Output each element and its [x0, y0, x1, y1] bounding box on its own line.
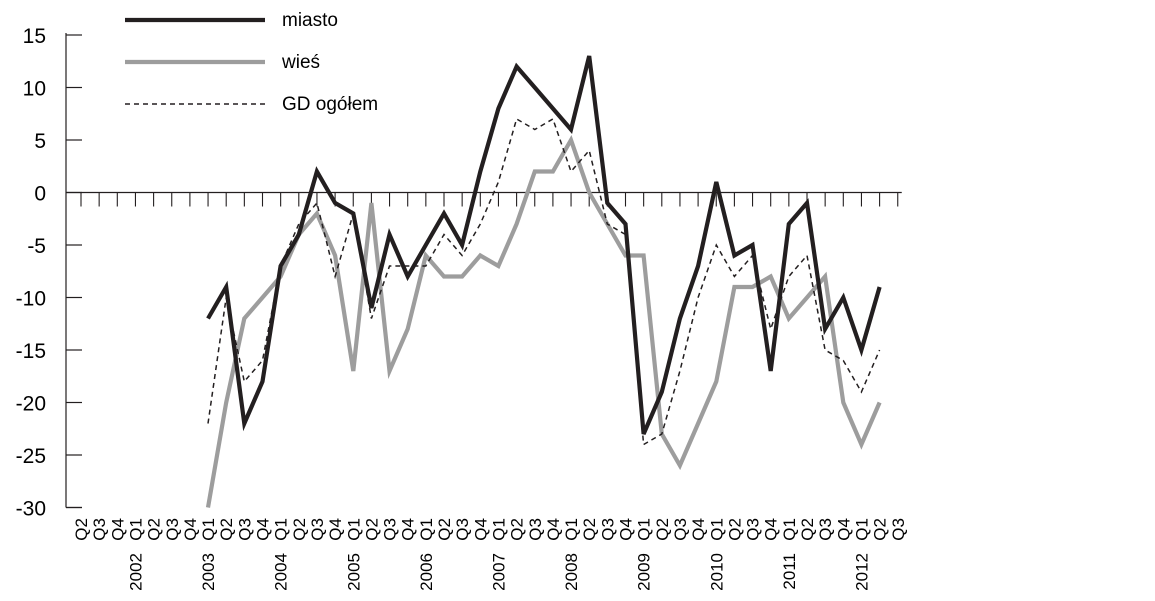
- x-tick-label-year: 2004: [272, 553, 291, 591]
- x-tick-label-quarter: Q1: [562, 518, 581, 541]
- x-tick-label-quarter: Q4: [399, 518, 418, 541]
- x-tick-label-quarter: Q2: [871, 518, 890, 541]
- series-line-wieś: [205, 134, 882, 508]
- y-tick-label: -30: [16, 498, 46, 521]
- y-axis-ticks: 15 10 5 0 -5 -10 -15 -20 -25 -30: [16, 25, 82, 521]
- y-tick-label: -5: [27, 235, 46, 258]
- x-tick-label-quarter: Q3: [381, 518, 400, 541]
- x-tick-label-quarter: Q3: [308, 518, 327, 541]
- x-tick-label-year: 2003: [199, 553, 218, 591]
- x-tick-label-quarter: Q3: [235, 518, 254, 541]
- legend-label: wieś: [281, 52, 320, 73]
- x-tick-label-quarter: Q2: [508, 518, 527, 541]
- legend-label: miasto: [282, 10, 338, 31]
- x-tick-label-quarter: Q3: [744, 518, 763, 541]
- x-tick-label-year: 2006: [417, 553, 436, 591]
- x-tick-label-quarter: Q3: [889, 518, 908, 541]
- x-tick-label-quarter: Q4: [617, 518, 636, 541]
- x-tick-label-quarter: Q4: [181, 518, 200, 541]
- x-tick-label-quarter: Q2: [725, 518, 744, 541]
- x-tick-label-quarter: Q3: [526, 518, 545, 541]
- y-tick-label: -15: [16, 340, 46, 363]
- x-tick-label-quarter: Q4: [834, 518, 853, 541]
- x-tick-label-quarter: Q3: [163, 518, 182, 541]
- x-tick-label-year: 2002: [126, 553, 145, 591]
- x-tick-label-quarter: Q3: [671, 518, 690, 541]
- legend-label: GD ogółem: [282, 94, 378, 115]
- x-tick-label-quarter: Q4: [689, 518, 708, 541]
- x-tick-label-year: 2010: [707, 553, 726, 591]
- x-tick-label-quarter: Q2: [580, 518, 599, 541]
- x-tick-label-quarter: Q2: [217, 518, 236, 541]
- x-tick-label-quarter: Q3: [816, 518, 835, 541]
- x-tick-label-quarter: Q3: [453, 518, 472, 541]
- x-tick-label-quarter: Q2: [290, 518, 309, 541]
- x-tick-label-quarter: Q4: [254, 518, 273, 541]
- x-tick-label-year: 2011: [780, 553, 799, 590]
- x-tick-label-quarter: Q4: [108, 518, 127, 541]
- x-tick-label-year: 2008: [562, 553, 581, 591]
- series-line-miasto: [206, 55, 882, 435]
- x-tick-label-quarter: Q4: [544, 518, 563, 541]
- x-tick-label-quarter: Q1: [707, 518, 726, 541]
- x-tick-label-quarter: Q1: [272, 518, 291, 541]
- x-tick-label-quarter: Q1: [635, 518, 654, 541]
- y-tick-label: 15: [23, 25, 46, 48]
- y-tick-label: 5: [34, 130, 46, 153]
- legend: miasto wieś GD ogółem: [125, 10, 378, 115]
- y-tick-label: -10: [16, 288, 46, 311]
- x-tick-label-year: 2012: [852, 553, 871, 591]
- x-tick-label-quarter: Q1: [780, 518, 799, 541]
- x-tick-label-quarter: Q2: [798, 518, 817, 541]
- x-tick-label-quarter: Q1: [199, 518, 218, 541]
- y-tick-label: 0: [34, 183, 46, 206]
- x-tick-label-year: 2005: [344, 553, 363, 591]
- x-tick-label-quarter: Q1: [126, 518, 145, 541]
- series-line-gd-ogółem: [207, 117, 881, 446]
- x-tick-label-quarter: Q3: [598, 518, 617, 541]
- x-tick-label-quarter: Q2: [653, 518, 672, 541]
- x-tick-label-quarter: Q1: [344, 518, 363, 541]
- series-layer: [205, 55, 882, 508]
- x-tick-label-quarter: Q4: [762, 518, 781, 541]
- x-tick-label-quarter: Q3: [90, 518, 109, 541]
- x-tick-label-quarter: Q2: [435, 518, 454, 541]
- x-tick-label-quarter: Q1: [417, 518, 436, 541]
- x-tick-label-year: 2009: [635, 553, 654, 591]
- x-tick-label-year: 2007: [489, 553, 508, 591]
- y-tick-label: 10: [23, 78, 46, 101]
- x-tick-label-quarter: Q1: [852, 518, 871, 541]
- x-tick-label-quarter: Q2: [362, 518, 381, 541]
- y-tick-label: -25: [16, 445, 46, 468]
- x-tick-label-quarter: Q1: [489, 518, 508, 541]
- y-tick-label: -20: [16, 393, 46, 416]
- x-tick-label-quarter: Q2: [72, 518, 91, 541]
- x-tick-label-quarter: Q4: [326, 518, 345, 541]
- x-tick-label-quarter: Q2: [145, 518, 164, 541]
- x-tick-label-quarter: Q4: [471, 518, 490, 541]
